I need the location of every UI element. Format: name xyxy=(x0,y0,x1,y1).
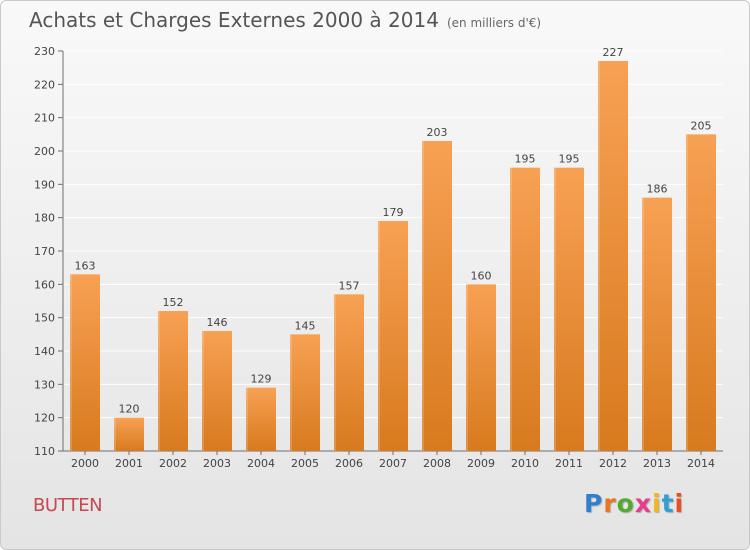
data-label: 227 xyxy=(603,46,624,59)
data-label: 120 xyxy=(119,403,140,416)
chart-title: Achats et Charges Externes 2000 à 2014 (e… xyxy=(29,8,541,32)
bar xyxy=(246,387,276,451)
data-label: 157 xyxy=(339,279,360,292)
x-tick-label: 2003 xyxy=(203,457,231,470)
data-label: 195 xyxy=(559,153,580,166)
x-tick-label: 2014 xyxy=(687,457,715,470)
data-label: 129 xyxy=(251,373,272,386)
bar xyxy=(686,134,716,452)
commune-name: BUTTEN xyxy=(33,495,103,516)
x-tick-label: 2010 xyxy=(511,457,539,470)
data-label: 203 xyxy=(427,126,448,139)
y-tick-label: 230 xyxy=(34,45,55,58)
bar xyxy=(642,197,672,451)
bar xyxy=(114,417,144,451)
x-tick-label: 2001 xyxy=(115,457,143,470)
bar xyxy=(378,221,408,451)
y-tick-label: 130 xyxy=(34,378,55,391)
y-tick-label: 120 xyxy=(34,412,55,425)
bar xyxy=(466,284,496,451)
x-tick-label: 2002 xyxy=(159,457,187,470)
data-label: 152 xyxy=(163,296,184,309)
bar xyxy=(334,294,364,451)
y-tick-label: 160 xyxy=(34,278,55,291)
data-label: 145 xyxy=(295,319,316,332)
y-tick-label: 170 xyxy=(34,245,55,258)
chart-title-text: Achats et Charges Externes 2000 à 2014 xyxy=(29,8,439,32)
data-label: 186 xyxy=(647,183,668,196)
x-tick-label: 2006 xyxy=(335,457,363,470)
bar xyxy=(422,141,452,451)
y-tick-label: 210 xyxy=(34,112,55,125)
x-tick-label: 2007 xyxy=(379,457,407,470)
x-tick-label: 2004 xyxy=(247,457,275,470)
data-label: 205 xyxy=(691,119,712,132)
data-label: 146 xyxy=(207,316,228,329)
bar xyxy=(202,331,232,451)
y-tick-label: 220 xyxy=(34,78,55,91)
bar xyxy=(158,311,188,451)
x-tick-label: 2008 xyxy=(423,457,451,470)
data-label: 195 xyxy=(515,153,536,166)
y-tick-label: 190 xyxy=(34,178,55,191)
x-tick-label: 2011 xyxy=(555,457,583,470)
bar xyxy=(290,334,320,451)
y-tick-label: 180 xyxy=(34,212,55,225)
y-tick-label: 150 xyxy=(34,312,55,325)
y-tick-label: 200 xyxy=(34,145,55,158)
bar xyxy=(70,274,100,451)
bar xyxy=(510,167,540,451)
x-tick-label: 2005 xyxy=(291,457,319,470)
proxiti-logo[interactable]: Proxiti xyxy=(584,489,685,518)
x-tick-label: 2013 xyxy=(643,457,671,470)
bar xyxy=(554,167,584,451)
data-label: 179 xyxy=(383,206,404,219)
x-tick-label: 2009 xyxy=(467,457,495,470)
data-label: 160 xyxy=(471,269,492,282)
chart-subtitle: (en milliers d'€) xyxy=(446,16,542,30)
x-tick-label: 2000 xyxy=(71,457,99,470)
y-tick-label: 140 xyxy=(34,345,55,358)
bar xyxy=(598,61,628,451)
data-label: 163 xyxy=(75,259,96,272)
x-tick-label: 2012 xyxy=(599,457,627,470)
y-tick-label: 110 xyxy=(34,445,55,458)
